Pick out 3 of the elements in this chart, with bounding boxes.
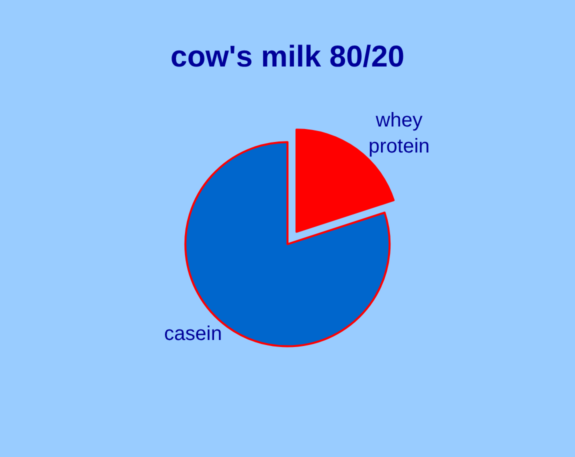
slice-label: casein [164, 322, 222, 345]
slice-label: whey protein [368, 109, 430, 158]
chart-title: cow's milk 80/20 [170, 40, 404, 74]
